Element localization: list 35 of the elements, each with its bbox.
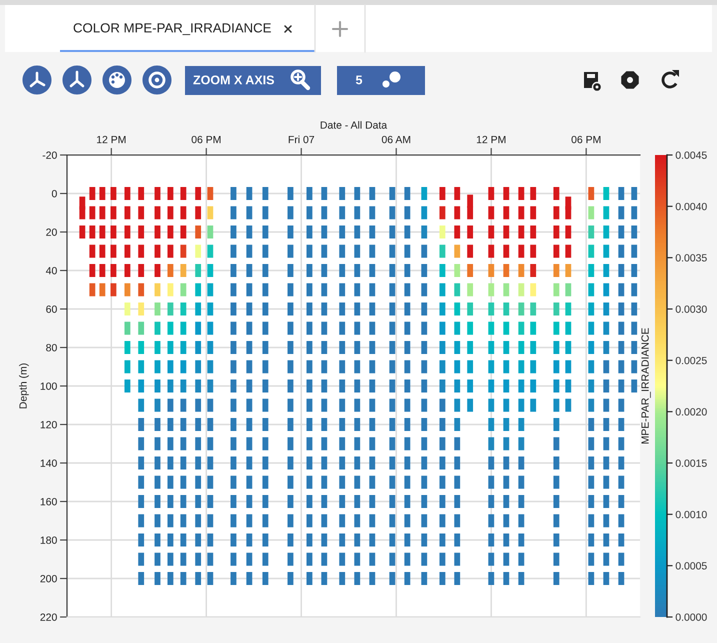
color-bar-label: 0.0000 — [676, 614, 707, 621]
color-bar-label: 0.0010 — [676, 510, 707, 518]
y-tick-label: 80 — [46, 344, 57, 352]
color-bar-label: 0.0025 — [676, 356, 707, 364]
color-bar-label: 0.0005 — [676, 562, 707, 570]
x-tick-label: 06 PM — [572, 136, 600, 144]
color-bar-label: 0.0040 — [676, 202, 707, 210]
text: ZOOM X AXIS — [193, 76, 274, 84]
x-tick-label: 06 AM — [382, 136, 410, 144]
x-tick-label: 12 PM — [476, 136, 506, 144]
y-tick-label: -20 — [42, 152, 57, 159]
color-bar-label: 0.0030 — [676, 306, 707, 313]
y-tick-label: 160 — [40, 498, 57, 506]
x-tick-label: Fri 07 — [288, 136, 314, 144]
chart-title: COLOR MPE-PAR_IRRADIANCE — [74, 23, 271, 36]
y-tick-label: 120 — [40, 421, 57, 428]
x-tick-label: 12 PM — [97, 136, 126, 144]
color-bar-label: 0.0045 — [676, 152, 707, 159]
y-axis-title: Depth (m) — [19, 363, 29, 408]
y-tick-label: 0 — [52, 190, 57, 198]
x-tick-label: 06 PM — [192, 136, 220, 144]
y-tick-label: 20 — [46, 228, 57, 236]
y-tick-label: 40 — [46, 267, 57, 274]
text: 5 — [356, 76, 362, 84]
color-bar-label: 0.0015 — [676, 460, 707, 467]
y-tick-label: 220 — [40, 614, 57, 621]
y-tick-label: 60 — [46, 306, 57, 313]
x-axis-title: Date - All Data — [320, 121, 388, 129]
y-tick-label: 200 — [40, 575, 57, 582]
color-bar-label: 0.0035 — [676, 254, 707, 262]
y-tick-label: 180 — [40, 536, 57, 544]
color-bar-label: 0.0020 — [676, 408, 707, 416]
y-tick-label: 140 — [40, 460, 57, 467]
y-tick-label: 100 — [40, 382, 57, 390]
color-bar-title: MPE-PAR_IRRADIANCE — [641, 328, 651, 444]
